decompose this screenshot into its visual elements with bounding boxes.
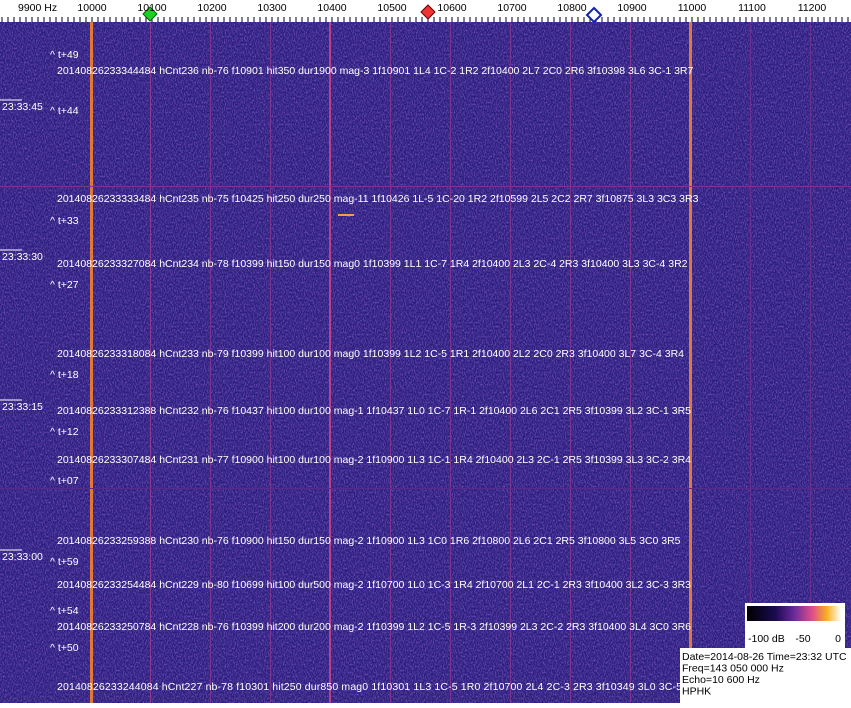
event-line: 20140826233327084 hCnt234 nb-78 f10399 h… bbox=[57, 258, 688, 270]
offset-label: ^ t+12 bbox=[50, 426, 79, 438]
markers bbox=[142, 4, 603, 24]
axis-label: 10900 bbox=[617, 2, 646, 14]
event-line: 20140826233318084 hCnt233 nb-79 f10399 h… bbox=[57, 348, 684, 360]
event-line: 20140826233312388 hCnt232 nb-76 f10437 h… bbox=[57, 405, 691, 417]
offset-label: ^ t+27 bbox=[50, 279, 79, 291]
axis-label: 10600 bbox=[437, 2, 466, 14]
axis-label: 10700 bbox=[497, 2, 526, 14]
event-line: 20140826233259388 hCnt230 nb-76 f10900 h… bbox=[57, 535, 681, 547]
event-line: 20140826233250784 hCnt228 nb-76 f10399 h… bbox=[57, 621, 691, 633]
offset-label: ^ t+44 bbox=[50, 105, 79, 117]
offset-label: ^ t+49 bbox=[50, 49, 79, 61]
time-label: 23:33:30 bbox=[2, 251, 43, 263]
axis-label: 10500 bbox=[377, 2, 406, 14]
event-line: 20140826233333484 hCnt235 nb-75 f10425 h… bbox=[57, 193, 699, 205]
event-line: 20140826233254484 hCnt229 nb-80 f10699 h… bbox=[57, 579, 691, 591]
info-line: Echo=10 600 Hz bbox=[682, 674, 760, 686]
offset-label: ^ t+18 bbox=[50, 369, 79, 381]
axis-label: 11200 bbox=[798, 2, 827, 14]
colorbar-label: -100 dB bbox=[748, 633, 785, 645]
info-line: Freq=143 050 000 Hz bbox=[682, 662, 784, 674]
info-line: Date=2014-08-26 Time=23:32 UTC bbox=[682, 651, 847, 663]
event-line: 20140826233244084 hCnt227 nb-78 f10301 h… bbox=[57, 681, 682, 693]
axis-label: 11100 bbox=[738, 2, 766, 14]
colorbar bbox=[747, 606, 841, 621]
event-line: 20140826233307484 hCnt231 nb-77 f10900 h… bbox=[57, 454, 691, 466]
tick-marks bbox=[1, 17, 849, 22]
event-line: 20140826233344484 hCnt236 nb-76 f10901 h… bbox=[57, 65, 694, 77]
noise bbox=[0, 22, 851, 703]
carrier-lines bbox=[0, 22, 851, 703]
info-box bbox=[680, 648, 851, 703]
axis-label: 10800 bbox=[557, 2, 586, 14]
offset-label: ^ t+33 bbox=[50, 215, 79, 227]
time-label: 23:33:15 bbox=[2, 401, 43, 413]
axis-label: 10000 bbox=[77, 2, 106, 14]
axis-label: 10400 bbox=[317, 2, 346, 14]
axis-label: 9900 Hz bbox=[18, 2, 57, 14]
offset-label: ^ t+59 bbox=[50, 556, 79, 568]
axis-label: 10200 bbox=[197, 2, 226, 14]
axis-label: 10100 bbox=[137, 2, 166, 14]
axis-label: 10300 bbox=[257, 2, 286, 14]
colorbar-label: 0 bbox=[835, 633, 841, 645]
offset-label: ^ t+50 bbox=[50, 642, 79, 654]
time-label: 23:33:00 bbox=[2, 551, 43, 563]
info-line: HPHK bbox=[682, 685, 711, 697]
colorbar-label: -50 bbox=[795, 633, 810, 645]
time-label: 23:33:45 bbox=[2, 101, 43, 113]
offset-label: ^ t+54 bbox=[50, 605, 79, 617]
offset-label: ^ t+07 bbox=[50, 475, 79, 487]
axis-label: 11000 bbox=[678, 2, 707, 14]
